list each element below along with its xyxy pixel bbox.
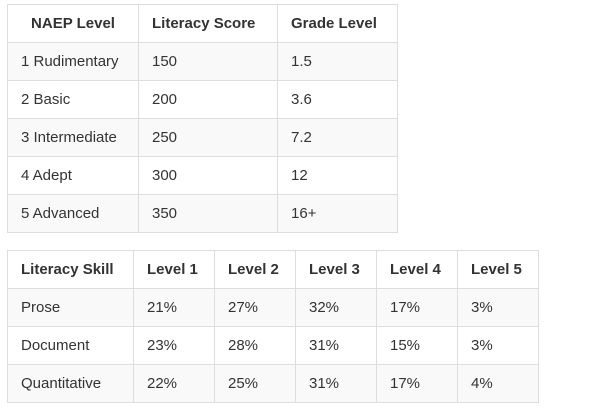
table-cell: 17%	[376, 288, 458, 327]
column-header-literacy-score: Literacy Score	[138, 4, 278, 43]
column-header-level-1: Level 1	[133, 250, 215, 289]
table-cell: 4 Adept	[7, 156, 139, 195]
table-cell: 16+	[277, 194, 398, 233]
table-cell: 22%	[133, 364, 215, 403]
table-header-row: NAEP Level Literacy Score Grade Level	[7, 4, 398, 43]
literacy-skill-table: Literacy Skill Level 1 Level 2 Level 3 L…	[7, 250, 539, 403]
table-cell: 32%	[295, 288, 377, 327]
column-header-literacy-skill: Literacy Skill	[7, 250, 134, 289]
table-header-row: Literacy Skill Level 1 Level 2 Level 3 L…	[7, 250, 539, 289]
table-row: Document 23% 28% 31% 15% 3%	[7, 326, 539, 365]
table-cell: 5 Advanced	[7, 194, 139, 233]
table-cell: 28%	[214, 326, 296, 365]
table-row: Prose 21% 27% 32% 17% 3%	[7, 288, 539, 327]
column-header-level-5: Level 5	[457, 250, 539, 289]
table-cell: 23%	[133, 326, 215, 365]
column-header-level-2: Level 2	[214, 250, 296, 289]
table-cell: 15%	[376, 326, 458, 365]
table-cell: Document	[7, 326, 134, 365]
table-cell: 350	[138, 194, 278, 233]
table-cell: Quantitative	[7, 364, 134, 403]
table-cell: 3.6	[277, 80, 398, 119]
table-cell: 250	[138, 118, 278, 157]
table-cell: 2 Basic	[7, 80, 139, 119]
column-header-grade-level: Grade Level	[277, 4, 398, 43]
table-row: 3 Intermediate 250 7.2	[7, 118, 398, 157]
table-cell: Prose	[7, 288, 134, 327]
table-cell: 1 Rudimentary	[7, 42, 139, 81]
table-cell: 200	[138, 80, 278, 119]
table-cell: 12	[277, 156, 398, 195]
table-cell: 31%	[295, 326, 377, 365]
table-cell: 21%	[133, 288, 215, 327]
table-row: 2 Basic 200 3.6	[7, 80, 398, 119]
table-cell: 300	[138, 156, 278, 195]
column-header-level-3: Level 3	[295, 250, 377, 289]
table-row: 5 Advanced 350 16+	[7, 194, 398, 233]
column-header-naep-level: NAEP Level	[7, 4, 139, 43]
table-cell: 1.5	[277, 42, 398, 81]
column-header-level-4: Level 4	[376, 250, 458, 289]
table-cell: 27%	[214, 288, 296, 327]
table-cell: 17%	[376, 364, 458, 403]
naep-level-table: NAEP Level Literacy Score Grade Level 1 …	[7, 4, 398, 233]
table-cell: 4%	[457, 364, 539, 403]
table-cell: 7.2	[277, 118, 398, 157]
table-cell: 3 Intermediate	[7, 118, 139, 157]
table-cell: 31%	[295, 364, 377, 403]
table-row: 1 Rudimentary 150 1.5	[7, 42, 398, 81]
table-cell: 3%	[457, 326, 539, 365]
table-row: 4 Adept 300 12	[7, 156, 398, 195]
table-row: Quantitative 22% 25% 31% 17% 4%	[7, 364, 539, 403]
table-cell: 3%	[457, 288, 539, 327]
table-cell: 150	[138, 42, 278, 81]
table-cell: 25%	[214, 364, 296, 403]
